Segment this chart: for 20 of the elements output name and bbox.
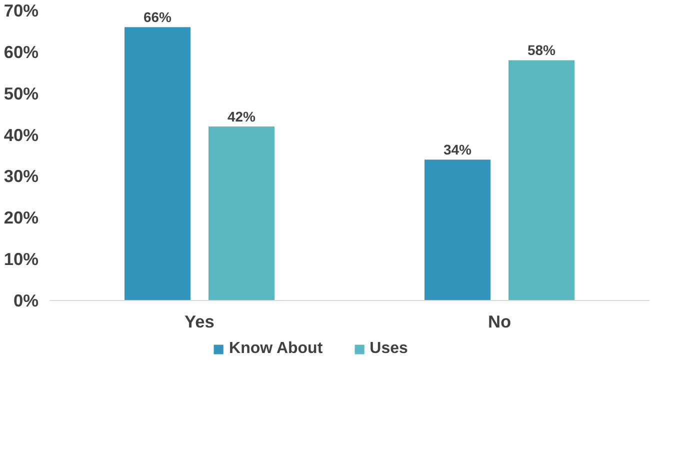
y-tick-label: 20%	[4, 208, 39, 228]
y-tick-label: 60%	[4, 42, 39, 62]
bar	[124, 27, 190, 300]
y-tick-label: 30%	[4, 166, 39, 186]
y-tick-label: 50%	[4, 83, 39, 104]
y-tick-label: 10%	[4, 249, 39, 270]
y-tick-label: 70%	[4, 0, 39, 20]
data-label: 42%	[227, 108, 256, 124]
legend-label: Know About	[229, 340, 323, 358]
bar	[208, 126, 274, 300]
y-tick-label: 0%	[13, 290, 38, 310]
legend-label: Uses	[370, 340, 408, 358]
x-tick-label: No	[488, 312, 512, 332]
bar	[424, 160, 490, 300]
y-tick-label: 40%	[4, 124, 39, 145]
data-label: 66%	[143, 9, 172, 26]
data-label: 58%	[527, 42, 556, 58]
x-tick-label: Yes	[184, 312, 214, 332]
data-label: 34%	[443, 142, 472, 158]
bar	[508, 60, 574, 300]
